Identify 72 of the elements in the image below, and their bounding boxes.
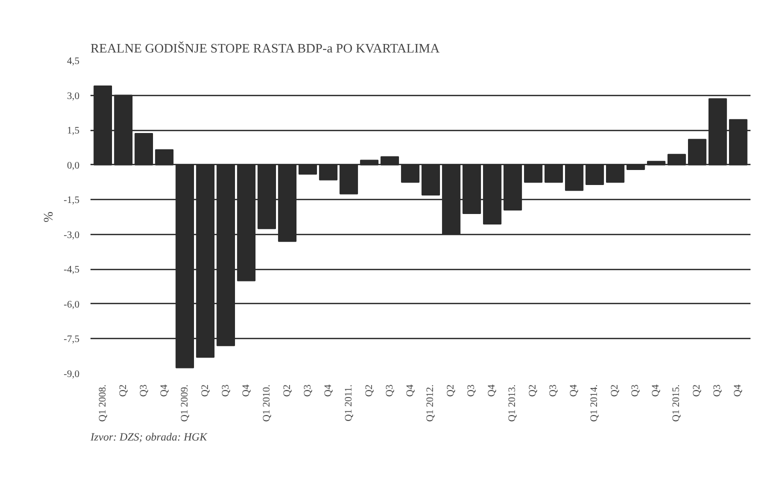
x-tick-label: Q2 [282, 384, 293, 397]
x-tick-label: Q2 [118, 384, 129, 397]
bar [442, 164, 460, 235]
bar [544, 164, 563, 183]
x-tick-label: Q3 [630, 384, 642, 397]
bar [134, 133, 154, 166]
bar [462, 164, 481, 214]
bar [422, 164, 440, 196]
y-tick-label: 0,0 [67, 160, 80, 172]
x-tick-label: Q1 2008. [97, 384, 108, 422]
x-tick-label: Q3 [712, 384, 724, 397]
x-tick-label: Q1 2014. [589, 384, 600, 422]
x-tick-label: Q3 [302, 384, 314, 397]
x-tick-label: Q2 [528, 384, 539, 397]
bar [319, 164, 338, 180]
bar [728, 119, 748, 166]
y-tick-label: -3,0 [64, 230, 80, 241]
bar [504, 164, 522, 211]
x-tick-label: Q4 [732, 384, 744, 397]
bar [360, 160, 378, 166]
bar [708, 98, 727, 166]
y-axis-title: % [40, 211, 56, 222]
x-tick-label: Q2 [446, 384, 457, 397]
x-tick-label: Q3 [384, 384, 396, 397]
y-tick-label: 3,0 [67, 90, 80, 102]
bar [380, 156, 399, 166]
x-tick-label: Q4 [404, 384, 416, 397]
bar [278, 164, 296, 242]
chart-title: REALNE GODIŠNJE STOPE RASTA BDP-a PO KVARTALIMA [90, 40, 440, 56]
y-tick-label: -7,5 [64, 334, 80, 346]
x-tick-label: Q3 [548, 384, 560, 397]
bar [155, 149, 174, 166]
x-tick-label: Q1 2012. [425, 384, 436, 422]
bar [668, 154, 686, 166]
x-tick-label: Q2 [692, 384, 703, 397]
bar [688, 138, 706, 166]
text: Izvor: DZS; obrada: HGK [90, 432, 208, 444]
x-tick-label: Q3 [138, 384, 150, 397]
x-tick-label: Q3 [220, 384, 232, 397]
y-tick-label: -6,0 [64, 299, 80, 310]
y-tick-label: 4,5 [67, 56, 80, 67]
x-tick-label: Q2 [364, 384, 375, 397]
x-tick-label: Q1 2015. [671, 384, 682, 422]
x-tick-label: Q2 [610, 384, 621, 397]
y-tick-label: 1,5 [67, 126, 80, 137]
x-tick-label: Q1 2011. [343, 384, 354, 422]
y-tick-label: -1,5 [64, 195, 80, 206]
x-tick-label: Q1 2010. [261, 384, 272, 422]
x-tick-label: Q4 [158, 384, 170, 397]
x-tick-label: Q4 [240, 384, 252, 397]
x-tick-label: Q1 2013. [507, 384, 518, 422]
bar [565, 164, 584, 191]
x-tick-label: Q1 2009. [179, 384, 190, 422]
bar [298, 164, 317, 175]
x-tick-label: Q4 [486, 384, 498, 397]
bar [340, 164, 358, 194]
x-tick-label: Q4 [568, 384, 580, 397]
bar [606, 164, 624, 183]
x-tick-label: Q3 [466, 384, 478, 397]
bar [647, 160, 666, 166]
x-tick-label: Q4 [322, 384, 334, 397]
bar [524, 164, 542, 183]
bar [401, 164, 420, 183]
bar [626, 164, 645, 170]
bar [258, 164, 276, 230]
y-tick-label: -4,5 [64, 264, 80, 276]
bar [586, 164, 604, 186]
x-tick-label: Q2 [200, 384, 211, 397]
bar [483, 164, 502, 224]
x-tick-label: Q4 [650, 384, 662, 397]
bar [237, 164, 256, 282]
y-tick-label: -9,0 [64, 369, 80, 380]
